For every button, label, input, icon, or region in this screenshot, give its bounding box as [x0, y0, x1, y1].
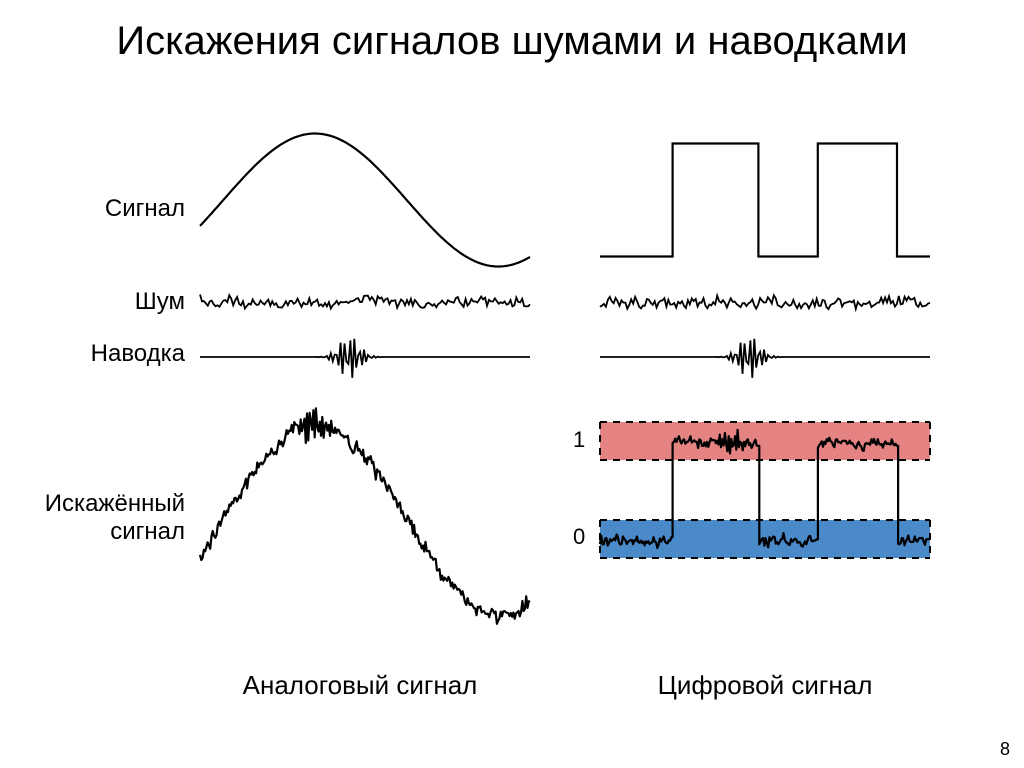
page-number: 8 [1000, 739, 1010, 760]
digital-interference [600, 339, 930, 378]
analog-clean-signal [200, 134, 530, 267]
digital-clean-signal [600, 143, 930, 256]
analog-interference [200, 339, 530, 378]
analog-noise [200, 295, 530, 309]
analog-distorted-signal [200, 408, 530, 623]
digital-noise [600, 295, 930, 309]
waveforms-canvas [0, 0, 1024, 768]
slide: Искажения сигналов шумами и наводками Си… [0, 0, 1024, 768]
digital-high-band [600, 422, 930, 460]
